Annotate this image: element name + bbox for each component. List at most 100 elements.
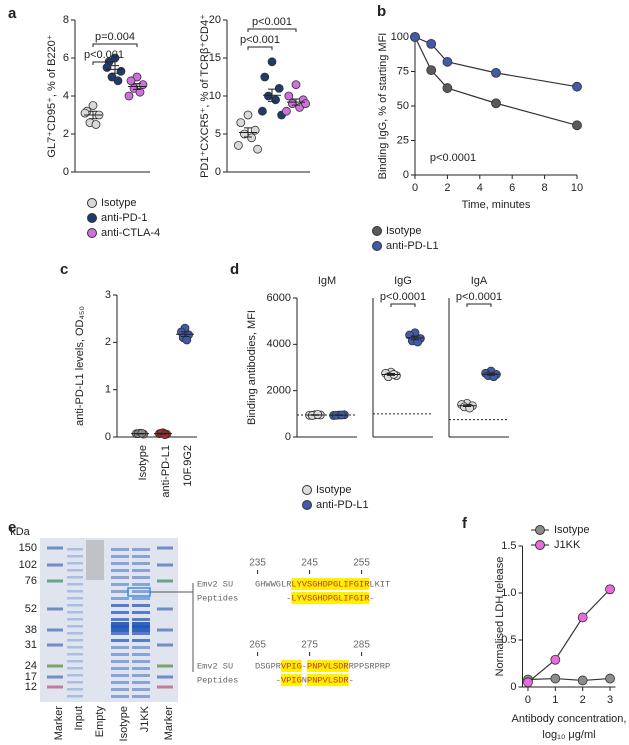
highlight bbox=[291, 592, 370, 604]
marker-label: 102 bbox=[19, 559, 37, 571]
gel-band bbox=[67, 618, 83, 621]
gel-band bbox=[111, 653, 129, 656]
x-tick-label: 10F.9G2 bbox=[182, 445, 194, 487]
data-point bbox=[124, 91, 134, 101]
y-tick-label: 0 bbox=[63, 166, 69, 178]
sequence: - bbox=[349, 675, 354, 685]
gel-band bbox=[111, 681, 129, 684]
ruler-number: 265 bbox=[249, 640, 266, 651]
y-tick-label: 1.5 bbox=[501, 540, 516, 552]
gel-band bbox=[111, 646, 129, 649]
panel-label: d bbox=[230, 261, 239, 278]
x-axis-label: Time, minutes bbox=[462, 199, 531, 211]
data-point bbox=[91, 120, 101, 129]
data-point bbox=[605, 584, 615, 595]
data-point bbox=[281, 106, 291, 116]
error-bar bbox=[133, 83, 141, 90]
annotation: p<0.0001 bbox=[430, 152, 476, 164]
y-axis-label: GL7⁺CD95⁺, % of B220⁺ bbox=[46, 34, 58, 157]
highlight bbox=[307, 660, 349, 672]
bracket bbox=[466, 303, 492, 307]
gel-band bbox=[132, 576, 150, 579]
error-bar bbox=[487, 372, 495, 376]
panel-label: f bbox=[462, 515, 468, 532]
highlight bbox=[291, 578, 370, 590]
x-tick-label: anti-PD-L1 bbox=[160, 445, 172, 498]
gel-band bbox=[132, 660, 150, 663]
gel-band bbox=[67, 590, 83, 593]
gel-band bbox=[132, 583, 150, 586]
error-bar bbox=[463, 404, 471, 408]
sequence: - bbox=[369, 593, 374, 603]
error-bar bbox=[387, 373, 395, 376]
panel-label: c bbox=[60, 261, 68, 278]
sequence: - bbox=[302, 661, 307, 671]
data-point bbox=[271, 95, 281, 105]
p-value: p<0.001 bbox=[84, 49, 124, 61]
gel-band bbox=[67, 562, 83, 565]
y-tick-label: 3 bbox=[105, 289, 111, 301]
chart-title: IgA bbox=[471, 275, 488, 287]
gel-band bbox=[132, 674, 150, 677]
highlight bbox=[281, 674, 302, 686]
gel-band bbox=[67, 583, 83, 586]
data-point bbox=[257, 106, 267, 116]
gel-band bbox=[47, 643, 63, 647]
bracket bbox=[92, 43, 138, 47]
legend-marker bbox=[535, 525, 545, 535]
y-tick-label: 6 bbox=[63, 52, 69, 64]
y-tick-label: 20 bbox=[209, 14, 221, 26]
gel-band bbox=[132, 562, 150, 565]
panel-label: e bbox=[8, 519, 16, 536]
data-point bbox=[287, 99, 297, 108]
y-tick-label: 0 bbox=[215, 166, 221, 178]
x-axis-label: log₁₀ μg/ml bbox=[542, 729, 595, 741]
gel-band bbox=[157, 563, 173, 567]
gel-band bbox=[111, 695, 129, 698]
data-point bbox=[426, 39, 437, 49]
y-axis-label: PD1⁺CXCR5⁺, % of TCRβ⁺CD4⁺ bbox=[199, 14, 211, 178]
y-tick-label: 4000 bbox=[267, 338, 291, 350]
data-point bbox=[253, 144, 263, 154]
x-tick-label: 10 bbox=[571, 182, 583, 194]
sequence: PNPVLSDR bbox=[307, 661, 349, 671]
y-tick-label: 0 bbox=[510, 681, 516, 693]
sequence-name: Peptides bbox=[197, 593, 238, 603]
y-axis-label: Binding IgG, % of starting MFI bbox=[377, 33, 389, 180]
y-tick-label: 2000 bbox=[267, 385, 291, 397]
gel-band bbox=[67, 576, 83, 579]
data-point bbox=[88, 101, 98, 110]
lane-label: Marker bbox=[53, 706, 65, 741]
y-tick-label: 2 bbox=[105, 336, 111, 348]
gel-unit: kDa bbox=[10, 526, 30, 538]
gel-band bbox=[157, 643, 173, 647]
lane-label: Input bbox=[73, 706, 85, 730]
gel-band bbox=[111, 639, 129, 642]
gel-band bbox=[132, 604, 150, 607]
lane-label: Empty bbox=[94, 706, 106, 738]
y-tick-label: 0 bbox=[105, 431, 111, 443]
data-point bbox=[236, 118, 246, 127]
sequence: VPIG bbox=[281, 661, 302, 671]
sequence: GHWWGLR bbox=[255, 579, 291, 589]
data-point bbox=[243, 110, 253, 120]
error-bar bbox=[411, 335, 419, 341]
gel-band bbox=[47, 546, 63, 550]
y-tick-label: 0 bbox=[403, 169, 409, 181]
gel-band bbox=[111, 604, 129, 607]
error-bar bbox=[181, 331, 189, 338]
x-tick-label: 2 bbox=[580, 694, 586, 706]
sequence: LKIT bbox=[369, 579, 390, 589]
gel-band bbox=[111, 590, 129, 593]
gel-band bbox=[111, 674, 129, 677]
lane-label: Isotype bbox=[118, 706, 130, 741]
x-tick-label: 0 bbox=[525, 694, 531, 706]
gel-band bbox=[132, 688, 150, 691]
gel-band bbox=[132, 632, 150, 635]
y-tick-label: 75 bbox=[397, 65, 409, 77]
data-point bbox=[274, 84, 284, 93]
data-point bbox=[116, 66, 126, 76]
gel-lanes bbox=[47, 540, 173, 698]
gel-band bbox=[157, 546, 173, 550]
data-point bbox=[442, 56, 453, 67]
